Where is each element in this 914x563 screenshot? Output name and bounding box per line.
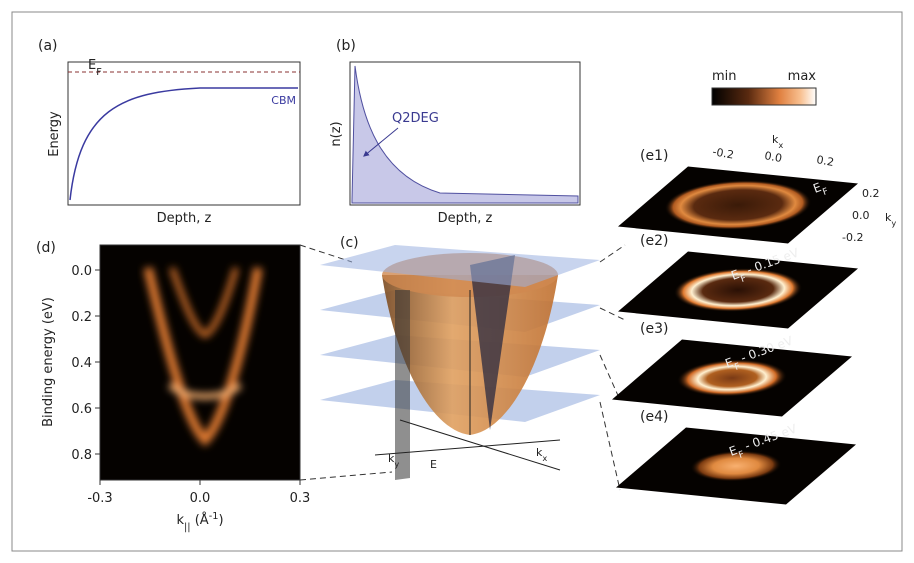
axis-label: ky: [885, 211, 896, 228]
panel-label: (e4): [640, 409, 668, 425]
y-ticks: 0.0 0.2 0.4 0.6 0.8: [71, 264, 100, 463]
colorbar: [712, 88, 816, 105]
x-tick-label: 0.0: [190, 491, 211, 506]
axis-label: E: [430, 458, 437, 471]
y-tick-label: 0.8: [71, 448, 92, 463]
panel-label: (c): [340, 235, 359, 251]
tick-label: 0.0: [852, 209, 870, 222]
text-part: x: [778, 140, 783, 150]
text-part: E: [430, 458, 437, 471]
x-tick-label: -0.3: [87, 491, 112, 506]
text-part: F: [96, 67, 102, 78]
x-label: Depth, z: [157, 211, 212, 226]
colorbar-min: min: [712, 69, 737, 84]
y-tick-label: 0.6: [71, 402, 92, 417]
y-tick-label: 0.4: [71, 356, 92, 371]
plot-box: [68, 62, 300, 205]
y-tick-label: 0.2: [71, 310, 92, 325]
text-part: E: [88, 58, 96, 73]
x-label: k|| (Å-1): [176, 511, 223, 533]
tick-label: 0.0: [763, 149, 782, 165]
band-cone: [320, 245, 600, 480]
curve-label: CBM: [271, 94, 296, 107]
cut-image: [618, 167, 858, 244]
y-label: Energy: [47, 111, 62, 157]
tick-label: -0.2: [842, 231, 863, 244]
panel-label: (d): [36, 240, 56, 256]
y-tick-label: 0.0: [71, 264, 92, 279]
axis-label: kx: [772, 133, 783, 150]
cut-image: [618, 252, 858, 329]
tick-label: -0.2: [711, 145, 734, 162]
panel-label: (e1): [640, 148, 668, 164]
annotation: Q2DEG: [392, 111, 439, 126]
figure: (a) EF CBM Energy Depth, z (b) Q2DEG n(z…: [0, 0, 914, 563]
cut-image: [612, 340, 852, 417]
panel-label: (e2): [640, 233, 668, 249]
panel-label: (e3): [640, 321, 668, 337]
y-label: Binding energy (eV): [41, 297, 56, 427]
text-part: ||: [184, 522, 191, 533]
x-ticks: -0.3 0.0 0.3: [87, 480, 310, 506]
text-part: ): [218, 513, 223, 528]
y-label: n(z): [329, 121, 344, 146]
cut-image: [616, 428, 856, 505]
text-part: -1: [209, 511, 219, 522]
tick-label: 0.2: [862, 187, 880, 200]
text-part: (Å: [191, 512, 209, 528]
panel-label: (a): [38, 38, 58, 54]
text-part: y: [394, 459, 399, 469]
tick-label: 0.2: [815, 153, 834, 169]
colorbar-max: max: [788, 69, 817, 84]
arpes-image: [100, 245, 300, 480]
x-tick-label: 0.3: [290, 491, 311, 506]
text-part: y: [891, 218, 896, 228]
x-label: Depth, z: [438, 211, 493, 226]
text-part: x: [542, 453, 547, 463]
panel-label: (b): [336, 38, 356, 54]
axis-label: kx: [536, 446, 547, 463]
